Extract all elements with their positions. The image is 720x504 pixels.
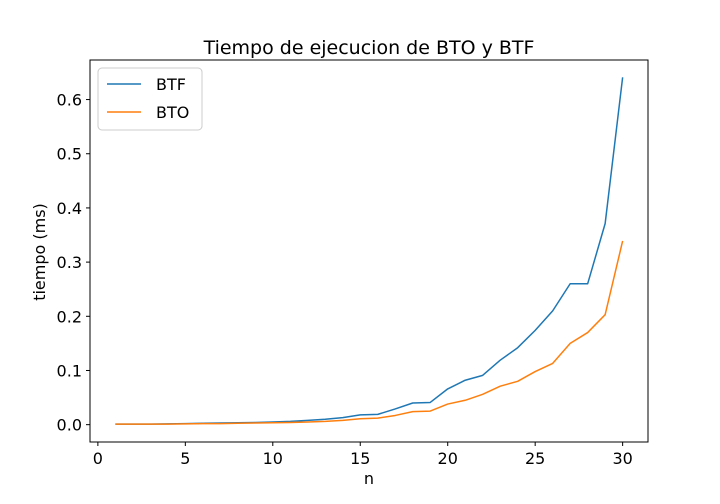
legend: BTF BTO bbox=[97, 67, 203, 131]
y-tick-label: 0.4 bbox=[57, 199, 82, 218]
chart-title: Tiempo de ejecucion de BTO y BTF bbox=[203, 37, 535, 59]
y-tick-label: 0.0 bbox=[57, 416, 82, 435]
y-tick-label: 0.3 bbox=[57, 253, 82, 272]
x-tick-label: 5 bbox=[180, 449, 190, 468]
plot-area: 0 5 10 15 20 25 30 0.0 0.1 0.2 0.3 0.4 0.5 0.6 bbox=[57, 59, 649, 468]
axes-frame bbox=[89, 59, 649, 443]
legend-label-bto: BTO bbox=[156, 103, 189, 122]
y-tick-label: 0.2 bbox=[57, 307, 82, 326]
series-line-bto bbox=[115, 240, 624, 425]
x-tick-label: 0 bbox=[93, 449, 103, 468]
y-tick-label: 0.5 bbox=[57, 145, 82, 164]
legend-label-btf: BTF bbox=[156, 75, 186, 94]
x-axis-label: n bbox=[364, 469, 374, 488]
x-tick-label: 30 bbox=[612, 449, 632, 468]
y-tick-label: 0.1 bbox=[57, 361, 82, 380]
x-tick-label: 10 bbox=[263, 449, 283, 468]
x-tick-label: 25 bbox=[525, 449, 545, 468]
y-axis-label: tiempo (ms) bbox=[30, 203, 49, 301]
x-tick-label: 15 bbox=[350, 449, 370, 468]
x-tick-label: 20 bbox=[438, 449, 458, 468]
y-tick-label: 0.6 bbox=[57, 91, 82, 110]
